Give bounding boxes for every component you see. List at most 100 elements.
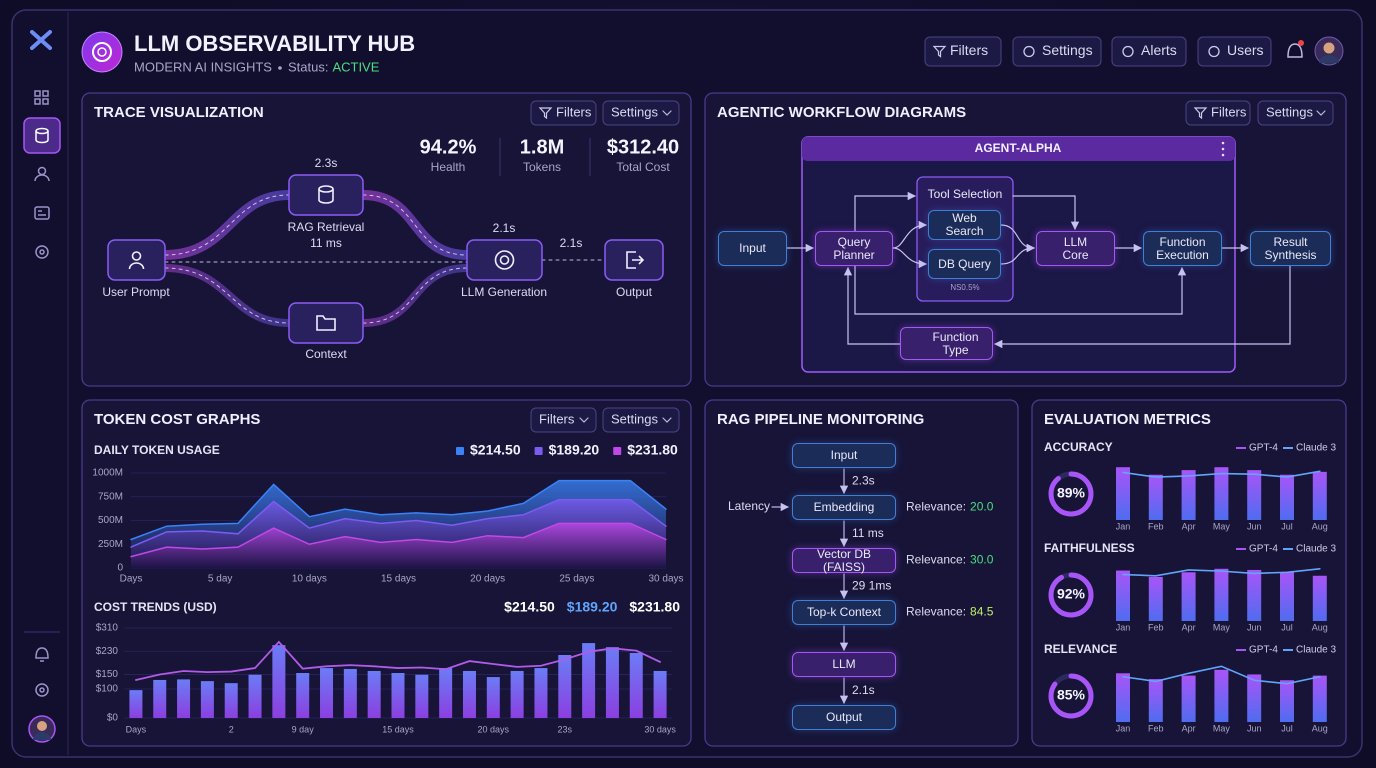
bar bbox=[439, 668, 453, 718]
x-tick-label: Aug bbox=[1312, 521, 1328, 531]
connector bbox=[892, 220, 928, 249]
panel bbox=[81, 399, 692, 747]
menu-dot bbox=[1221, 147, 1225, 151]
model-icon bbox=[499, 255, 510, 265]
button[interactable]: Filters bbox=[530, 100, 597, 126]
bar bbox=[510, 670, 524, 718]
bar bbox=[1247, 674, 1262, 722]
panel-title: EVALUATION METRICS bbox=[1044, 411, 1211, 428]
metric-line bbox=[1122, 665, 1321, 685]
legend-label: $231.80 bbox=[629, 599, 680, 615]
latency-label: 2.1s bbox=[852, 683, 875, 697]
button-label: Filters bbox=[539, 411, 575, 426]
nav-users[interactable] bbox=[34, 166, 50, 182]
button-label: Alerts bbox=[1141, 42, 1177, 58]
y-tick-label: $230 bbox=[96, 646, 119, 657]
legend-swatch bbox=[534, 447, 543, 455]
button-frame bbox=[1257, 100, 1334, 126]
legend-label: Claude 3 bbox=[1296, 544, 1336, 555]
button[interactable]: Alerts bbox=[1111, 36, 1187, 67]
x-tick-label: 5 day bbox=[208, 574, 232, 585]
pipeline-node: Top-k Context bbox=[792, 600, 896, 625]
page-title: LLM OBSERVABILITY HUB bbox=[134, 31, 415, 56]
bar bbox=[177, 679, 191, 718]
stat-value: 94.2% bbox=[420, 136, 477, 158]
x-tick-label: May bbox=[1213, 723, 1231, 733]
connector bbox=[993, 265, 1291, 349]
profile-avatar[interactable] bbox=[1314, 36, 1344, 66]
y-tick-label: $100 bbox=[96, 684, 119, 695]
trace-flow-dash bbox=[362, 267, 468, 324]
chevron-icon bbox=[662, 417, 672, 423]
nav-preferences[interactable] bbox=[35, 683, 49, 697]
x-tick-label: Days bbox=[120, 574, 143, 585]
x-tick-label: 30 days bbox=[644, 724, 676, 734]
button[interactable]: Settings bbox=[602, 407, 680, 433]
y-tick-label: 250M bbox=[98, 539, 123, 550]
bar bbox=[486, 677, 500, 718]
output-icon bbox=[626, 251, 645, 269]
button-icon bbox=[1023, 45, 1035, 58]
latency-label: 11 ms bbox=[852, 526, 884, 540]
nav-reports[interactable] bbox=[34, 206, 50, 220]
trace-node[interactable] bbox=[288, 302, 364, 344]
button[interactable]: Filters bbox=[1185, 100, 1251, 126]
legend-swatch bbox=[456, 447, 464, 455]
button[interactable]: Users bbox=[1197, 36, 1272, 67]
pipeline-node: Input bbox=[792, 443, 896, 468]
brand-logo bbox=[81, 31, 123, 73]
menu-dot bbox=[1221, 141, 1225, 145]
x-tick-label: Jul bbox=[1281, 521, 1293, 531]
notifications[interactable] bbox=[1287, 40, 1304, 58]
user-icon bbox=[131, 251, 142, 261]
button[interactable]: Settings bbox=[1257, 100, 1334, 126]
x-tick-label: Jul bbox=[1281, 723, 1293, 733]
x-tick-label: Feb bbox=[1148, 521, 1164, 531]
pipeline-node: Vector DB (FAISS) bbox=[792, 547, 896, 573]
metric-line bbox=[1122, 568, 1321, 577]
bar bbox=[1116, 570, 1130, 621]
button[interactable]: Settings bbox=[1012, 36, 1102, 67]
y-tick-label: $150 bbox=[96, 669, 119, 680]
x-tick-label: Aug bbox=[1312, 622, 1328, 632]
metric-title: ACCURACY bbox=[1044, 440, 1113, 454]
y-tick-label: 500M bbox=[98, 515, 123, 526]
y-tick-label: 750M bbox=[98, 491, 123, 502]
relevance-value: 30.0 bbox=[970, 553, 994, 567]
workflow-node: LLM Core bbox=[1036, 231, 1115, 266]
trace-node[interactable] bbox=[107, 239, 166, 281]
bar bbox=[1214, 467, 1229, 520]
model-icon bbox=[494, 250, 515, 270]
nav-data[interactable] bbox=[23, 117, 61, 154]
nav-settings[interactable] bbox=[35, 245, 49, 259]
bar bbox=[1148, 576, 1163, 621]
button[interactable]: Filters bbox=[530, 407, 597, 433]
node-frame bbox=[288, 174, 364, 216]
x-tick-label: Jul bbox=[1281, 622, 1293, 632]
menu-dot bbox=[1221, 153, 1225, 157]
connector bbox=[854, 265, 1187, 315]
workflow-node: Web Search bbox=[928, 210, 1001, 240]
nav-dashboard[interactable] bbox=[34, 90, 49, 105]
trace-node[interactable] bbox=[604, 239, 664, 281]
button[interactable]: Filters bbox=[924, 36, 1002, 67]
relevance-value: 84.5 bbox=[970, 605, 994, 619]
trace-node[interactable] bbox=[466, 239, 543, 281]
trace-flow-dash bbox=[362, 194, 468, 256]
user-avatar[interactable] bbox=[28, 715, 56, 743]
y-tick-label: 1000M bbox=[92, 468, 123, 479]
button-label: Settings bbox=[611, 104, 658, 119]
x-tick-label: Jan bbox=[1116, 723, 1131, 733]
x-tick-label: Jun bbox=[1247, 622, 1262, 632]
latency-label: 29 1ms bbox=[852, 579, 891, 593]
button[interactable]: Settings bbox=[602, 100, 680, 126]
x-tick-label: Apr bbox=[1182, 723, 1196, 733]
nav-notifications[interactable] bbox=[35, 647, 49, 662]
x-tick-label: Feb bbox=[1148, 622, 1164, 632]
node-frame bbox=[288, 302, 364, 344]
x-tick-label: Apr bbox=[1182, 622, 1196, 632]
trace-node[interactable] bbox=[288, 174, 364, 216]
subtitle: MODERN AI INSIGHTS bbox=[134, 59, 272, 74]
x-tick-label: Apr bbox=[1182, 521, 1196, 531]
